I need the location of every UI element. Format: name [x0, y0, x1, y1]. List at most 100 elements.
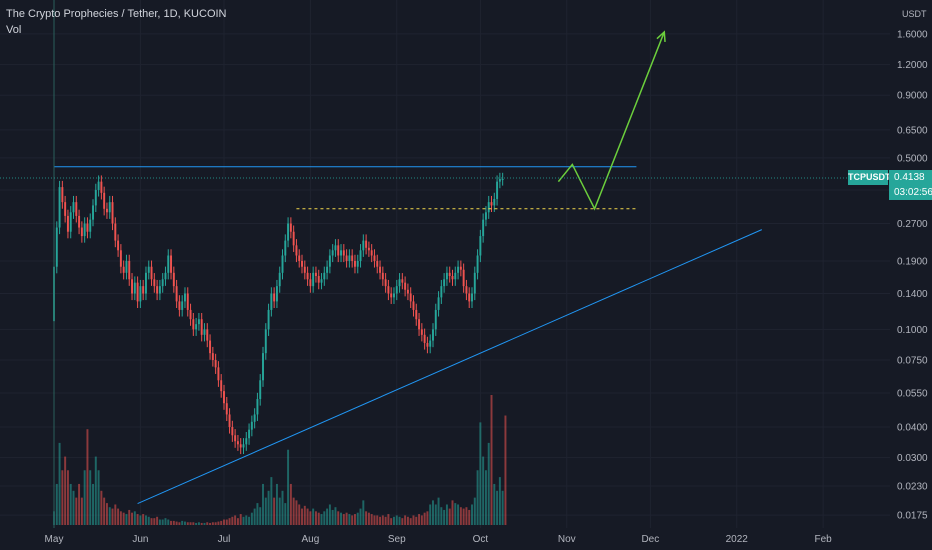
candle-body — [175, 286, 178, 302]
volume-bar — [287, 449, 290, 525]
candle-body — [328, 255, 331, 267]
volume-bar — [231, 516, 234, 525]
volume-bar — [365, 511, 368, 525]
volume-bar — [384, 516, 387, 525]
volume-bar — [309, 511, 312, 525]
candle-body — [83, 223, 86, 237]
candle-body — [301, 260, 303, 267]
volume-bar — [482, 456, 485, 525]
volume-bar — [136, 514, 139, 525]
candle-body — [119, 250, 122, 267]
candle-body — [457, 266, 460, 273]
volume-bar — [203, 522, 206, 525]
volume-bar — [156, 516, 159, 525]
y-tick-label: 0.1000 — [897, 325, 928, 336]
y-tick-label: 0.1900 — [897, 256, 928, 267]
y-tick-label: 0.9000 — [897, 91, 928, 102]
candle-body — [465, 286, 468, 294]
y-tick-label: 0.6500 — [897, 125, 928, 136]
candle-body — [114, 223, 117, 241]
volume-bar — [278, 497, 281, 525]
symbol-tag: TCPUSDT — [848, 170, 891, 185]
candle-body — [264, 329, 267, 354]
candle-body — [365, 240, 368, 248]
volume-bar — [301, 508, 303, 525]
volume-bar — [248, 516, 251, 525]
volume-bars — [53, 395, 507, 525]
volume-bar — [220, 520, 223, 525]
candle-body — [256, 399, 259, 415]
volume-bar — [298, 504, 301, 525]
volume-bar — [69, 483, 72, 525]
volume-bar — [314, 511, 317, 525]
volume-bar — [92, 483, 94, 525]
candle-body — [490, 202, 493, 206]
volume-bar — [317, 512, 320, 525]
projection-path — [557, 31, 665, 211]
candle-body — [117, 240, 120, 251]
volume-bar — [89, 470, 92, 525]
candle-body — [334, 245, 337, 251]
candle-body — [206, 329, 209, 341]
candle-body — [61, 187, 64, 203]
volume-bar — [164, 518, 167, 525]
candle-body — [312, 272, 315, 287]
volume-bar — [412, 515, 415, 525]
volume-bar — [259, 507, 262, 525]
x-tick-label: Jul — [218, 534, 231, 545]
candle-body — [373, 255, 376, 261]
candle-body — [105, 208, 108, 213]
y-tick-label: 0.2700 — [897, 219, 928, 230]
volume-bar — [100, 490, 103, 525]
candle-body — [144, 272, 147, 294]
volume-bar — [150, 518, 153, 525]
volume-bar — [119, 511, 122, 525]
candle-body — [275, 286, 278, 302]
candle-body — [379, 266, 382, 273]
volume-bar — [183, 521, 186, 525]
x-tick-label: Dec — [641, 534, 659, 545]
candle-body — [72, 202, 75, 213]
volume-bar — [390, 518, 393, 525]
candle-body — [228, 414, 231, 427]
volume-bar — [473, 497, 476, 525]
candle-body — [133, 282, 136, 294]
candle-body — [245, 438, 248, 445]
candle-body — [326, 266, 329, 273]
volume-bar — [398, 516, 401, 525]
volume-bar — [496, 490, 499, 525]
volume-bar — [367, 512, 370, 525]
volume-bar — [381, 515, 384, 525]
candle-body — [342, 250, 345, 256]
grid — [0, 0, 890, 528]
volume-bar — [72, 490, 75, 525]
candle-body — [406, 289, 409, 294]
volume-bar — [133, 511, 136, 525]
volume-bar — [228, 518, 231, 525]
y-tick-label: 0.0175 — [897, 511, 928, 522]
candle-body — [348, 255, 351, 261]
candle-body — [281, 255, 284, 273]
candle-body — [69, 212, 72, 232]
candle-body — [409, 293, 412, 302]
volume-bar — [108, 507, 111, 525]
last-price-box: 0.4138 03:02:56 — [889, 170, 932, 200]
candle-body — [462, 269, 465, 287]
candle-body — [167, 255, 170, 273]
candle-body — [131, 279, 134, 294]
candle-body — [387, 286, 390, 294]
candle-body — [487, 202, 490, 213]
volume-bar — [434, 504, 437, 525]
volume-bar — [234, 515, 237, 525]
candle-body — [92, 205, 94, 220]
candle-body — [170, 255, 173, 273]
volume-bar — [295, 500, 298, 525]
y-tick-label: 0.0750 — [897, 356, 928, 367]
x-tick-label: Feb — [815, 534, 833, 545]
volume-bar — [58, 442, 61, 525]
volume-bar — [142, 514, 145, 525]
volume-bar — [197, 522, 200, 525]
volume-bar — [264, 497, 267, 525]
candle-body — [356, 260, 359, 267]
